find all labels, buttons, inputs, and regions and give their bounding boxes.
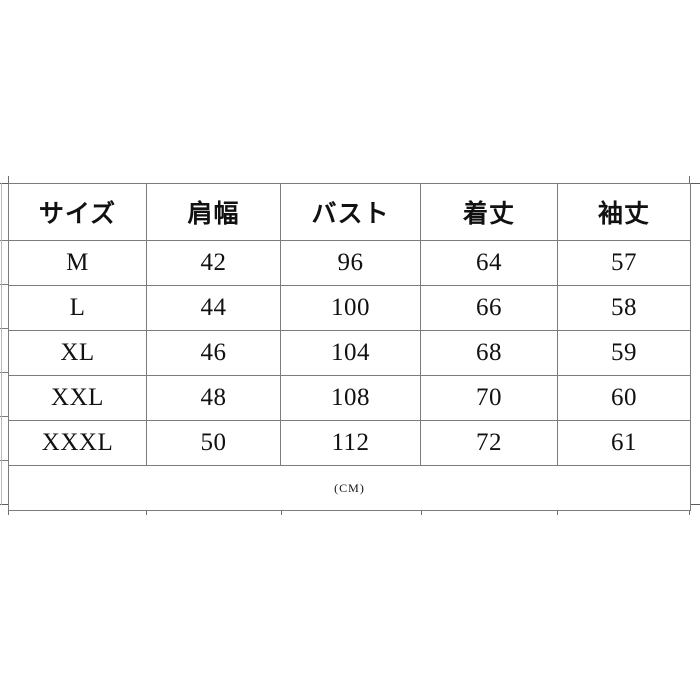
table-row: L 44 100 66 58 (8, 285, 691, 331)
cell-shoulder: 46 (146, 330, 281, 376)
cell-shoulder: 48 (146, 375, 281, 421)
cell-sleeve: 59 (557, 330, 691, 376)
cell-bust: 112 (280, 420, 421, 466)
cell-shoulder: 42 (146, 240, 281, 286)
cell-size: L (8, 285, 147, 331)
table-row: XXXL 50 112 72 61 (8, 420, 691, 466)
cell-length: 66 (420, 285, 558, 331)
left-stub-row-4 (0, 372, 9, 373)
cell-length: 68 (420, 330, 558, 376)
cell-length: 70 (420, 375, 558, 421)
cell-sleeve: 58 (557, 285, 691, 331)
column-header-sleeve: 袖丈 (557, 183, 691, 241)
top-tick-right (689, 176, 690, 184)
table-row: XXL 48 108 70 60 (8, 375, 691, 421)
cell-bust: 108 (280, 375, 421, 421)
left-stub-row-2 (0, 284, 9, 285)
cell-length: 72 (420, 420, 558, 466)
column-header-length: 着丈 (420, 183, 558, 241)
unit-note-row: (CM) (8, 465, 691, 511)
unit-note: (CM) (8, 465, 691, 511)
left-stub-row-1 (0, 240, 9, 241)
size-chart-table: サイズ 肩幅 バスト 着丈 袖丈 M 42 96 64 57 L 44 100 … (8, 183, 691, 511)
cell-size: M (8, 240, 147, 286)
cell-length: 64 (420, 240, 558, 286)
table-row: XL 46 104 68 59 (8, 330, 691, 376)
cell-size: XL (8, 330, 147, 376)
sheet-left-margin-rule (1, 183, 2, 505)
cell-sleeve: 60 (557, 375, 691, 421)
left-stub-row-6 (0, 460, 9, 461)
column-header-shoulder: 肩幅 (146, 183, 281, 241)
cell-sleeve: 57 (557, 240, 691, 286)
cell-sleeve: 61 (557, 420, 691, 466)
cell-shoulder: 44 (146, 285, 281, 331)
table-header-row: サイズ 肩幅 バスト 着丈 袖丈 (8, 183, 691, 241)
table-row: M 42 96 64 57 (8, 240, 691, 286)
cell-bust: 96 (280, 240, 421, 286)
left-stub-row-5 (0, 416, 9, 417)
cell-size: XXXL (8, 420, 147, 466)
cell-bust: 104 (280, 330, 421, 376)
cell-shoulder: 50 (146, 420, 281, 466)
top-tick-left (8, 176, 9, 184)
column-header-size: サイズ (8, 183, 147, 241)
left-stub-row-3 (0, 328, 9, 329)
cell-size: XXL (8, 375, 147, 421)
cell-bust: 100 (280, 285, 421, 331)
column-header-bust: バスト (280, 183, 421, 241)
